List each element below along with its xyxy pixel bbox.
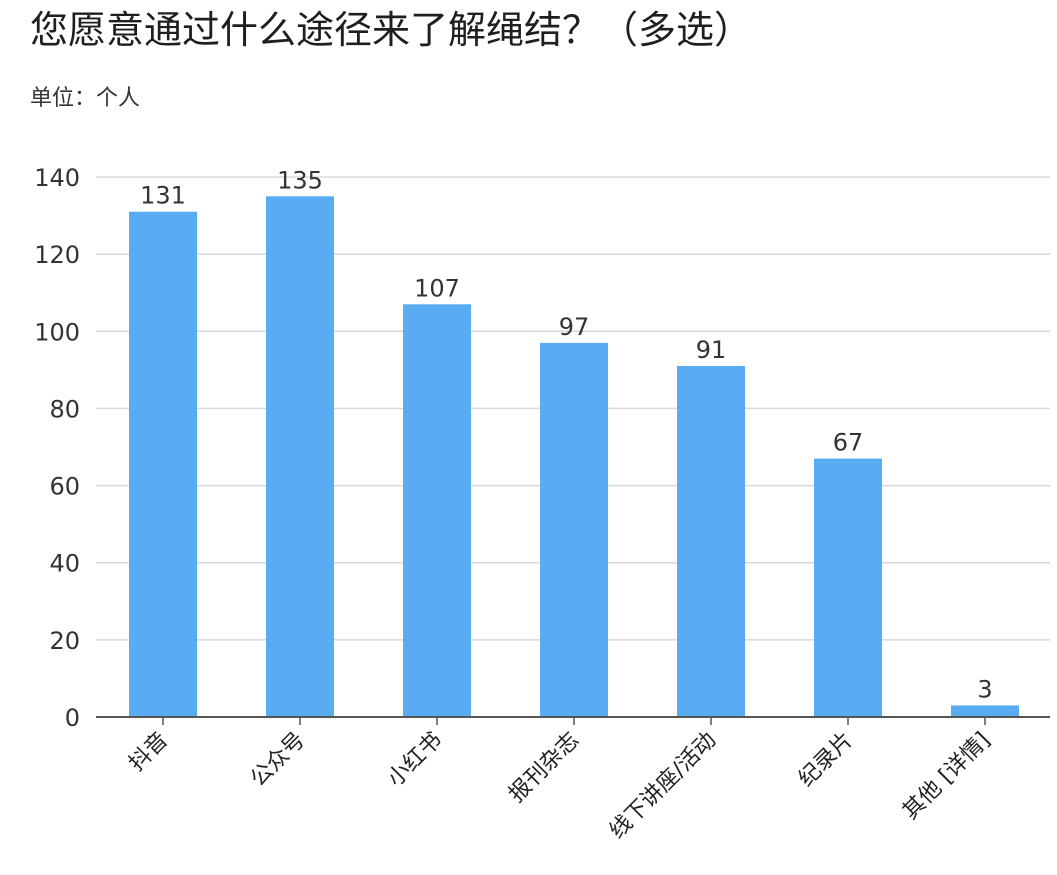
category-labels: 抖音 公众号 小红书 报刊杂志 线下讲座/活动 纪录片 其他 [详情] bbox=[124, 728, 995, 844]
bar bbox=[951, 705, 1019, 717]
data-label: 67 bbox=[833, 429, 864, 457]
data-label: 107 bbox=[414, 274, 460, 302]
data-label: 3 bbox=[977, 675, 992, 703]
bars bbox=[129, 196, 1019, 718]
y-tick-label: 20 bbox=[49, 627, 80, 655]
y-tick-label: 100 bbox=[34, 318, 80, 346]
category-label: 公众号 bbox=[246, 728, 310, 792]
data-labels: 131 135 107 97 91 67 3 bbox=[140, 166, 993, 703]
chart-unit-label: 单位：个人 bbox=[30, 86, 141, 111]
category-label: 小红书 bbox=[383, 728, 447, 792]
y-axis-ticks: 0 20 40 60 80 100 120 140 bbox=[34, 164, 80, 732]
bar bbox=[677, 366, 745, 717]
category-label: 线下讲座/活动 bbox=[605, 728, 721, 844]
data-label: 97 bbox=[559, 313, 590, 341]
y-tick-label: 140 bbox=[34, 164, 80, 192]
y-tick-label: 120 bbox=[34, 241, 80, 269]
category-label: 其他 [详情] bbox=[898, 728, 995, 825]
data-label: 135 bbox=[277, 166, 323, 194]
y-tick-label: 0 bbox=[65, 704, 80, 732]
y-tick-label: 80 bbox=[49, 395, 80, 423]
data-label: 131 bbox=[140, 182, 186, 210]
data-label: 91 bbox=[696, 336, 727, 364]
y-tick-label: 60 bbox=[49, 473, 80, 501]
bar bbox=[540, 342, 608, 717]
category-label: 抖音 bbox=[124, 728, 173, 777]
chart-title: 您愿意通过什么途径来了解绳结？（多选） bbox=[30, 8, 753, 52]
category-label: 报刊杂志 bbox=[504, 728, 584, 808]
category-label: 纪录片 bbox=[794, 728, 858, 792]
x-axis bbox=[96, 716, 1050, 725]
bar bbox=[814, 458, 882, 717]
bar bbox=[266, 196, 334, 718]
bar bbox=[403, 304, 471, 717]
bar bbox=[129, 211, 197, 717]
y-tick-label: 40 bbox=[49, 550, 80, 578]
